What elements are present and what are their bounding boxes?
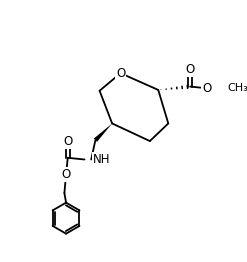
Polygon shape bbox=[94, 123, 112, 142]
Text: NH: NH bbox=[93, 153, 110, 166]
Text: CH₃: CH₃ bbox=[228, 83, 247, 93]
Text: O: O bbox=[116, 67, 125, 80]
Text: O: O bbox=[62, 168, 71, 181]
Text: O: O bbox=[202, 82, 211, 95]
Text: O: O bbox=[185, 63, 195, 76]
Text: O: O bbox=[63, 135, 72, 148]
